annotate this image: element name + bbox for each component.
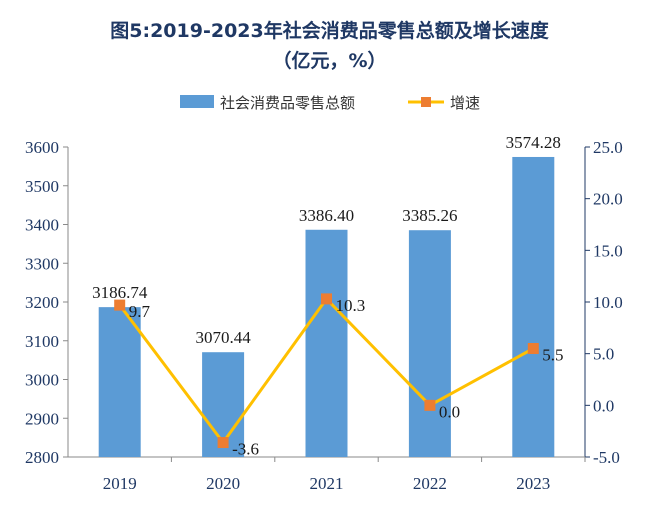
bar	[305, 229, 348, 457]
growth-value-label: -3.6	[232, 440, 259, 459]
y-right-tick-label: 10.0	[593, 293, 623, 312]
growth-point	[527, 343, 539, 354]
y-left-tick-label: 3000	[25, 371, 59, 390]
bar	[98, 307, 141, 457]
growth-point	[424, 399, 436, 411]
bar-value-label: 3386.40	[299, 206, 354, 225]
y-right-tick-label: 15.0	[593, 241, 623, 260]
y-left-tick-label: 3300	[25, 254, 59, 273]
bar-value-label: 3070.44	[195, 328, 251, 347]
y-right-tick-label: 5.0	[593, 345, 614, 364]
y-left-tick-label: 2900	[25, 409, 59, 428]
bar	[512, 156, 555, 458]
bar-value-label: 3186.74	[92, 283, 148, 302]
y-left-tick-label: 3600	[25, 138, 59, 157]
y-left-tick-label: 3100	[25, 332, 59, 351]
x-tick-label: 2021	[310, 474, 344, 493]
growth-point	[114, 299, 126, 311]
legend-swatch-bar	[180, 95, 214, 108]
y-left-tick-label: 3400	[25, 216, 59, 235]
y-left-tick-label: 3500	[25, 177, 59, 196]
growth-value-label: 0.0	[439, 402, 460, 421]
x-tick-label: 2023	[516, 474, 550, 493]
legend-label-bar: 社会消费品零售总额	[220, 94, 355, 112]
chart-subtitle-units: （亿元，%）	[272, 50, 387, 72]
chart-title: 图5:2019-2023年社会消费品零售总额及增长速度	[110, 20, 549, 42]
legend-swatch-marker	[421, 97, 431, 107]
x-tick-label: 2019	[103, 474, 137, 493]
y-left-tick-label: 2800	[25, 448, 59, 467]
y-right-tick-label: 0.0	[593, 396, 614, 415]
y-right-tick-label: 25.0	[593, 138, 623, 157]
growth-value-label: 10.3	[336, 296, 366, 315]
x-tick-label: 2020	[206, 474, 240, 493]
growth-point	[321, 293, 332, 305]
x-tick-label: 2022	[413, 474, 447, 493]
growth-value-label: 9.7	[129, 302, 151, 321]
y-right-tick-label: -5.0	[593, 448, 620, 467]
y-left-tick-label: 3200	[25, 293, 59, 312]
bar	[408, 230, 451, 457]
legend-label-line: 增速	[450, 94, 480, 112]
growth-point	[217, 437, 229, 449]
y-right-tick-label: 20.0	[593, 190, 623, 209]
growth-value-label: 5.5	[542, 346, 563, 365]
bar-value-label: 3574.28	[506, 133, 561, 152]
bar-value-label: 3385.26	[402, 206, 457, 225]
